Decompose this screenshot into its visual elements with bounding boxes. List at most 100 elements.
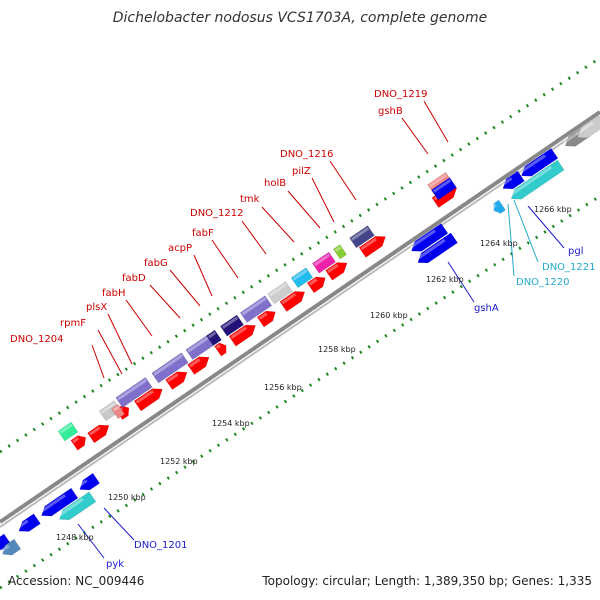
gene-feature-shape xyxy=(79,472,100,491)
gene-feature-highlight xyxy=(230,326,248,340)
gene-label-plsX: plsX xyxy=(86,302,107,313)
genome-backbone xyxy=(0,110,600,528)
gene-feature-highlight xyxy=(428,173,448,188)
gene-feature-shape xyxy=(59,491,97,521)
gene-feature-3 xyxy=(133,388,163,412)
gene-feature-15 xyxy=(115,377,153,408)
gene-feature-shape xyxy=(502,170,525,190)
kbp-tick-label: 1258 kbp xyxy=(318,345,356,354)
gene-feature-shape xyxy=(349,225,375,249)
gene-feature-shape xyxy=(332,244,348,260)
gene-feature-shape xyxy=(165,371,188,390)
kbp-tick-label: 1254 kbp xyxy=(212,419,250,428)
gene-feature-5 xyxy=(187,356,210,375)
gene-feature-highlight xyxy=(166,373,179,383)
gene-feature-6 xyxy=(214,342,227,357)
gene-feature-shape xyxy=(41,487,79,517)
gene-feature-highlight xyxy=(187,336,209,353)
gene-feature-highlight xyxy=(57,497,84,518)
gene-feature-17 xyxy=(185,334,215,361)
leader-line-holB xyxy=(287,190,321,229)
gene-feature-shape xyxy=(431,177,457,201)
leader-line-DNO_1212 xyxy=(241,220,267,255)
gene-label-fabH: fabH xyxy=(102,288,126,299)
leader-line-pilZ xyxy=(311,177,335,223)
gene-feature-38 xyxy=(500,170,525,190)
backbone-line-lower xyxy=(0,116,600,528)
gene-feature-highlight xyxy=(519,154,546,174)
gene-feature-43 xyxy=(491,199,506,214)
leader-line-pyk xyxy=(77,523,105,559)
gene-label-holB: holB xyxy=(264,178,286,189)
gene-feature-19 xyxy=(220,314,244,337)
gene-feature-shape xyxy=(358,235,386,258)
kbp-tick-labels: 1248 kbp 1250 kbp 1252 kbp 1254 kbp 1256 kbp… xyxy=(56,205,572,542)
gene-feature-7 xyxy=(228,324,256,347)
gene-feature-highlight xyxy=(215,344,221,349)
leader-line-tmk xyxy=(261,206,295,243)
kbp-tick-label: 1260 kbp xyxy=(370,311,408,320)
gene-feature-8 xyxy=(256,310,276,328)
leader-line-DNO_1204 xyxy=(91,344,105,379)
gene-feature-shape xyxy=(267,281,293,305)
gene-feature-0 xyxy=(70,435,87,451)
gene-feature-11 xyxy=(325,262,348,281)
gene-feature-shape xyxy=(521,147,559,177)
gene-feature-shape xyxy=(493,199,506,214)
gene-feature-highlight xyxy=(72,437,80,444)
gene-feature-highlight xyxy=(491,203,497,209)
label-leader-lines xyxy=(77,100,565,559)
leader-line-plsX xyxy=(107,313,133,365)
leader-line-gshA xyxy=(447,261,475,303)
gene-label-acpP: acpP xyxy=(168,243,192,254)
gene-feature-highlight xyxy=(59,423,73,434)
gene-feature-highlight xyxy=(39,494,66,514)
gene-feature-18 xyxy=(206,329,222,346)
leader-line-fabH xyxy=(125,299,153,337)
gene-label-pgl: pgl xyxy=(568,246,583,257)
gene-feature-12 xyxy=(358,235,386,258)
leader-line-DNO_1220 xyxy=(507,203,515,277)
gene-feature-highlight xyxy=(500,177,513,187)
gene-feature-shape xyxy=(187,356,210,375)
leader-line-gshB xyxy=(401,117,429,155)
gene-feature-highlight xyxy=(326,263,339,274)
gene-feature-highlight xyxy=(281,292,297,305)
gene-feature-28 xyxy=(57,421,79,442)
gene-feature-23 xyxy=(312,251,336,274)
gene-feature-27 xyxy=(431,177,457,201)
leader-line-pgl xyxy=(527,205,565,249)
gene-feature-9 xyxy=(279,291,306,312)
gene-feature-highlight xyxy=(268,282,288,297)
gene-feature-shape xyxy=(87,424,110,444)
gene-label-tmk: tmk xyxy=(240,194,260,205)
leader-line-DNO_1216 xyxy=(329,160,357,201)
gene-feature-shape xyxy=(417,232,458,264)
gene-label-gshB: gshB xyxy=(378,106,403,117)
leader-line-acpP xyxy=(193,254,213,297)
kbp-tick-label: 1252 kbp xyxy=(160,457,198,466)
gene-feature-highlight xyxy=(100,402,116,414)
gene-feature-highlight xyxy=(77,479,88,488)
gene-label-DNO_1212: DNO_1212 xyxy=(190,208,244,219)
gene-feature-shape xyxy=(214,342,227,357)
gene-label-DNO_1216: DNO_1216 xyxy=(280,149,334,160)
gene-feature-shape xyxy=(151,352,189,384)
kbp-tick-label: 1248 kbp xyxy=(56,533,94,542)
gene-feature-highlight xyxy=(509,165,553,197)
gene-feature-highlight xyxy=(188,358,201,368)
gene-feature-highlight xyxy=(221,316,239,329)
gene-label-gshA: gshA xyxy=(474,303,499,314)
gene-feature-shape xyxy=(325,262,348,281)
gene-feature-24 xyxy=(332,244,348,260)
leader-line-rpmF xyxy=(97,329,123,375)
gene-label-pilZ: pilZ xyxy=(292,166,311,177)
kbp-tick-label: 1256 kbp xyxy=(264,383,302,392)
inner-tick-track xyxy=(0,194,600,590)
gene-feature-shape xyxy=(411,223,449,252)
map-title: Dichelobacter nodosus VCS1703A, complete… xyxy=(112,10,488,26)
gene-feature-35 xyxy=(77,472,100,491)
gene-feature-22 xyxy=(290,267,314,289)
gene-feature-shape xyxy=(228,324,256,347)
